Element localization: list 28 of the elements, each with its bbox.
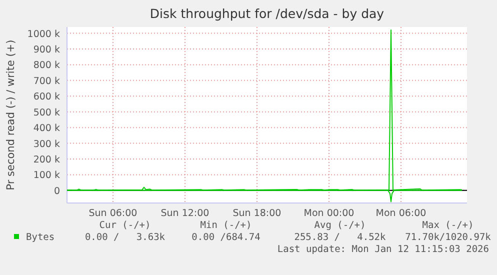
y-tick-label: 1000 k xyxy=(27,28,60,40)
x-tick-label: Sun 12:00 xyxy=(160,208,210,219)
y-tick-label: 100 k xyxy=(33,170,60,182)
text: 71.70k/1020.97k xyxy=(405,232,492,243)
y-tick-label: 0 xyxy=(54,186,60,197)
y-tick-label: 300 k xyxy=(33,138,60,150)
text: 0.00 /684.74 xyxy=(192,232,261,243)
x-tick-label: Sun 18:00 xyxy=(232,208,282,219)
y-axis-title: Pr second read (-) / write (+) xyxy=(5,40,17,190)
y-tick-label: 600 k xyxy=(33,92,60,103)
y-tick-label: 200 k xyxy=(33,154,60,166)
text: Cur (-/+) xyxy=(99,220,151,231)
text: 0.00 / 3.63k xyxy=(84,232,166,243)
text: 255.83 / 4.52k xyxy=(294,232,386,243)
text: Last update: Mon Jan 12 11:15:03 2026 xyxy=(277,244,490,255)
text: Avg (-/+) xyxy=(314,220,366,231)
y-tick-label: 400 k xyxy=(33,123,60,134)
y-tick-label: 500 k xyxy=(33,107,60,118)
text: Min (-/+) xyxy=(200,220,252,231)
y-tick-label: 800 k xyxy=(33,60,60,72)
x-tick-label: Mon 00:00 xyxy=(304,208,354,219)
y-tick-label: 700 k xyxy=(33,76,60,87)
chart-title: Disk throughput for /dev/sda - by day xyxy=(150,6,385,21)
y-tick-label: 900 k xyxy=(33,44,60,56)
x-tick-label: Sun 06:00 xyxy=(88,208,138,219)
text: Max (-/+) xyxy=(422,220,474,231)
x-tick-label: Mon 06:00 xyxy=(376,208,426,219)
legend-label: Bytes xyxy=(26,232,55,243)
